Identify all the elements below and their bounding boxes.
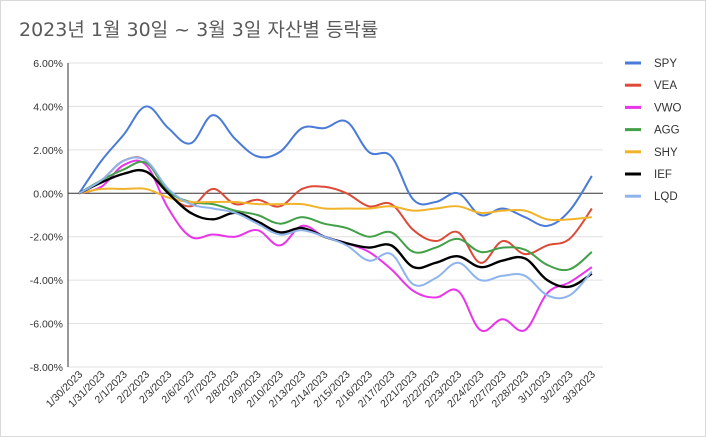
legend-label-lqd: LQD [654,191,678,203]
y-tick-label: -4.00% [30,275,63,287]
legend-label-agg: AGG [654,125,680,137]
legend-label-vea: VEA [654,80,677,92]
series-line-spy [78,105,593,227]
legend-label-shy: SHY [654,147,678,159]
y-tick-label: 4.00% [33,101,63,113]
y-tick-label: -8.00% [30,362,63,374]
series-line-agg [78,160,593,272]
series-line-shy [78,187,592,222]
y-tick-label: 6.00% [33,58,63,70]
legend-label-spy: SPY [654,58,677,70]
chart-title: 2023년 1월 30일 ~ 3월 3일 자산별 등락률 [19,19,379,41]
legend-label-ief: IEF [654,169,672,181]
y-tick-label: 2.00% [33,145,63,157]
series-line-lqd [78,156,593,300]
y-tick-label: -6.00% [30,319,63,331]
y-tick-label: 0.00% [33,188,63,200]
series-line-vwo [78,159,593,333]
y-tick-label: -2.00% [30,232,63,244]
series-line-ief [78,168,593,289]
legend-label-vwo: VWO [654,102,682,114]
